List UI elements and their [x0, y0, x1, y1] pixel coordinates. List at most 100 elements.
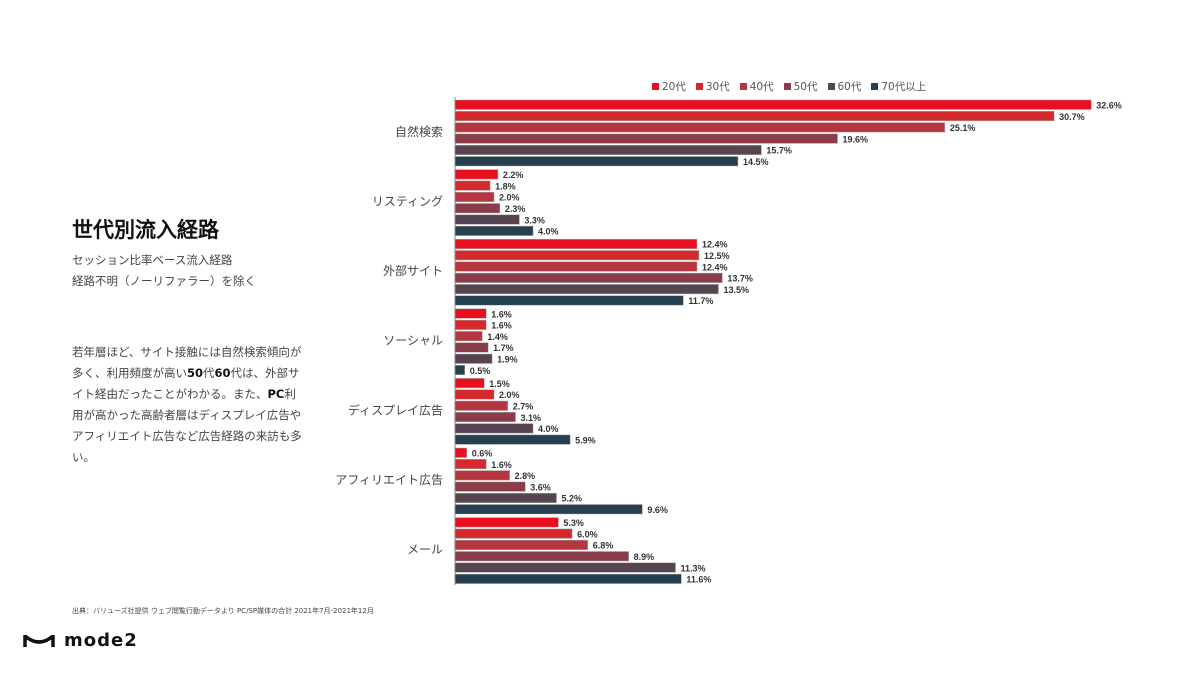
bar	[454, 111, 1055, 122]
bar	[454, 492, 557, 503]
bar	[454, 365, 466, 376]
data-label: 1.8%	[495, 181, 516, 191]
data-label: 1.9%	[497, 355, 518, 365]
category-label: アフィリエイト広告	[335, 473, 443, 487]
data-label: 32.6%	[1096, 101, 1122, 111]
bar	[454, 238, 698, 249]
data-label: 2.2%	[503, 170, 524, 180]
category-label: リスティング	[372, 195, 443, 209]
data-label: 5.9%	[575, 435, 596, 445]
data-label: 12.4%	[702, 240, 728, 250]
bar	[454, 99, 1092, 110]
bar	[454, 517, 559, 528]
bar	[454, 573, 682, 584]
bar	[454, 470, 510, 481]
data-label: 11.3%	[681, 563, 706, 573]
bar	[454, 539, 588, 550]
legend-swatch	[652, 83, 659, 90]
data-label: 12.5%	[704, 251, 730, 261]
subtitle-line-2: 経路不明（ノーリファラー）を除く	[72, 274, 256, 288]
data-label: 13.5%	[723, 285, 749, 295]
data-label: 30.7%	[1059, 112, 1085, 122]
bar	[454, 562, 676, 573]
legend-item: 20代	[652, 79, 686, 94]
legend-label: 30代	[705, 81, 730, 93]
bar	[454, 504, 643, 515]
bar	[454, 144, 762, 155]
data-label: 6.0%	[577, 529, 598, 539]
bar	[454, 250, 700, 261]
legend-label: 50代	[793, 81, 818, 93]
data-label: 5.3%	[563, 518, 584, 528]
bar	[454, 331, 483, 342]
data-label: 3.3%	[524, 215, 545, 225]
bar	[454, 225, 534, 236]
bar	[454, 214, 520, 225]
bar	[454, 203, 501, 214]
legend-swatch	[827, 83, 835, 90]
legend-label: 70代以上	[881, 81, 927, 93]
data-label: 4.0%	[538, 424, 559, 434]
bar	[454, 180, 491, 191]
bar	[454, 342, 489, 353]
category-label: 外部サイト	[383, 263, 443, 278]
data-label: 1.5%	[489, 379, 510, 389]
data-label: 1.6%	[491, 309, 512, 319]
bar	[454, 319, 487, 330]
bar	[454, 528, 573, 539]
data-label: 19.6%	[842, 134, 868, 144]
bar	[454, 156, 739, 167]
bar	[454, 389, 495, 400]
legend-swatch	[739, 83, 747, 90]
data-label: 11.7%	[688, 296, 713, 306]
bar	[454, 481, 526, 492]
data-label: 13.7%	[727, 274, 753, 284]
data-label: 25.1%	[950, 123, 976, 133]
data-label: 2.8%	[515, 471, 536, 481]
bar	[454, 284, 719, 295]
data-label: 0.5%	[470, 366, 491, 376]
data-label: 1.6%	[491, 321, 512, 331]
data-label: 3.6%	[530, 482, 551, 492]
bar	[454, 191, 495, 202]
data-label: 3.1%	[520, 413, 541, 423]
legend-label: 20代	[662, 81, 686, 93]
data-label: 8.9%	[634, 552, 655, 562]
data-label: 1.4%	[487, 332, 508, 342]
data-label: 6.8%	[593, 541, 614, 551]
legend-label: 60代	[837, 81, 862, 93]
logo-mark-icon	[23, 634, 55, 647]
data-label: 5.2%	[561, 494, 582, 504]
subtitle-line-1: セッション比率ベース流入経路	[72, 253, 233, 267]
bar	[454, 261, 698, 272]
bar	[454, 378, 485, 389]
legend-label: 40代	[749, 81, 774, 93]
bar-chart: 自然検索 32.6% 30.7% 25.1% 19.6% 15.7%14.5% リスティング…	[335, 97, 1122, 585]
legend-swatch	[783, 83, 791, 90]
legend-item: 70代以上	[871, 79, 926, 94]
data-label: 0.6%	[472, 449, 493, 459]
category-label: ソーシャル	[383, 334, 443, 348]
bar	[454, 308, 487, 319]
data-label: 9.6%	[647, 505, 668, 515]
category-label: 自然検索	[395, 124, 443, 139]
page-title: 世代別流入経路	[72, 218, 219, 242]
data-label: 2.3%	[505, 204, 526, 214]
bar	[454, 295, 684, 306]
legend-item: 40代	[739, 79, 774, 94]
legend-swatch	[695, 83, 703, 90]
data-label: 11.6%	[686, 575, 711, 585]
category-label: ディスプレイ広告	[348, 402, 443, 417]
bar	[454, 272, 723, 283]
bar	[454, 551, 629, 562]
bar	[454, 353, 493, 364]
bar	[454, 423, 534, 434]
bar	[454, 122, 946, 133]
data-label: 12.4%	[702, 262, 728, 272]
chart-legend: 20代 30代 40代 50代 60代 70代以上	[652, 79, 926, 94]
logo: mode2	[22, 630, 138, 651]
legend-swatch	[871, 83, 879, 90]
bar	[454, 169, 499, 180]
data-label: 14.5%	[743, 157, 769, 167]
source-note: 出典：バリューズ社提供 ウェブ閲覧行動データより PC/SP媒体の合計 2021…	[72, 607, 374, 615]
